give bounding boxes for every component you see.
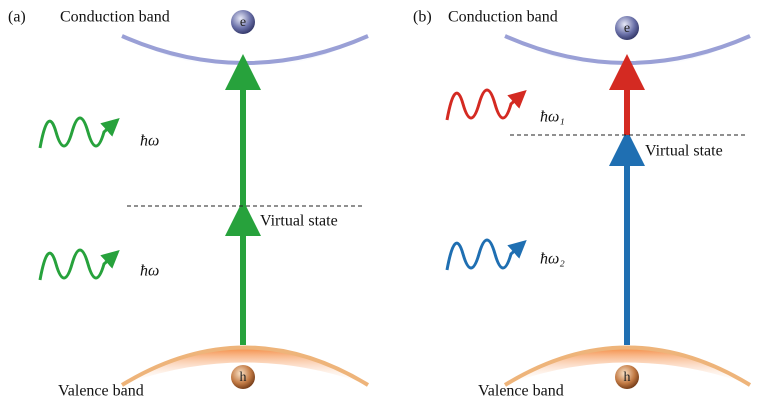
electron-label: e [240, 15, 246, 30]
panel-tag: (b) [413, 9, 432, 26]
virtual-state-label: Virtual state [645, 143, 723, 160]
photon-label: ħω [140, 133, 159, 150]
photon-label: ħω₂ [540, 251, 565, 268]
hole-label: h [624, 370, 631, 385]
photon-label: ħω [140, 263, 159, 280]
conduction-band [505, 36, 750, 63]
photon-label: ħω₁ [540, 109, 565, 126]
panel-tag: (a) [8, 9, 26, 26]
photon-wave [40, 250, 113, 280]
photon-wave [40, 118, 113, 148]
diagram: (a) Conduction band e h Valence band Vir… [0, 0, 763, 401]
valence-band-label: Valence band [478, 383, 564, 400]
photon-wave [447, 90, 520, 120]
conduction-band-label: Conduction band [448, 9, 558, 26]
virtual-state-label: Virtual state [260, 213, 338, 230]
panel-a: (a) Conduction band e h Valence band Vir… [8, 9, 368, 400]
valence-band-label: Valence band [58, 383, 144, 400]
electron-label: e [624, 21, 630, 36]
panel-b: (b) Conduction band e h Valence band Vir… [413, 9, 750, 400]
conduction-band [122, 36, 368, 63]
conduction-band-label: Conduction band [60, 9, 170, 26]
hole-label: h [240, 370, 247, 385]
photon-wave [447, 240, 520, 270]
